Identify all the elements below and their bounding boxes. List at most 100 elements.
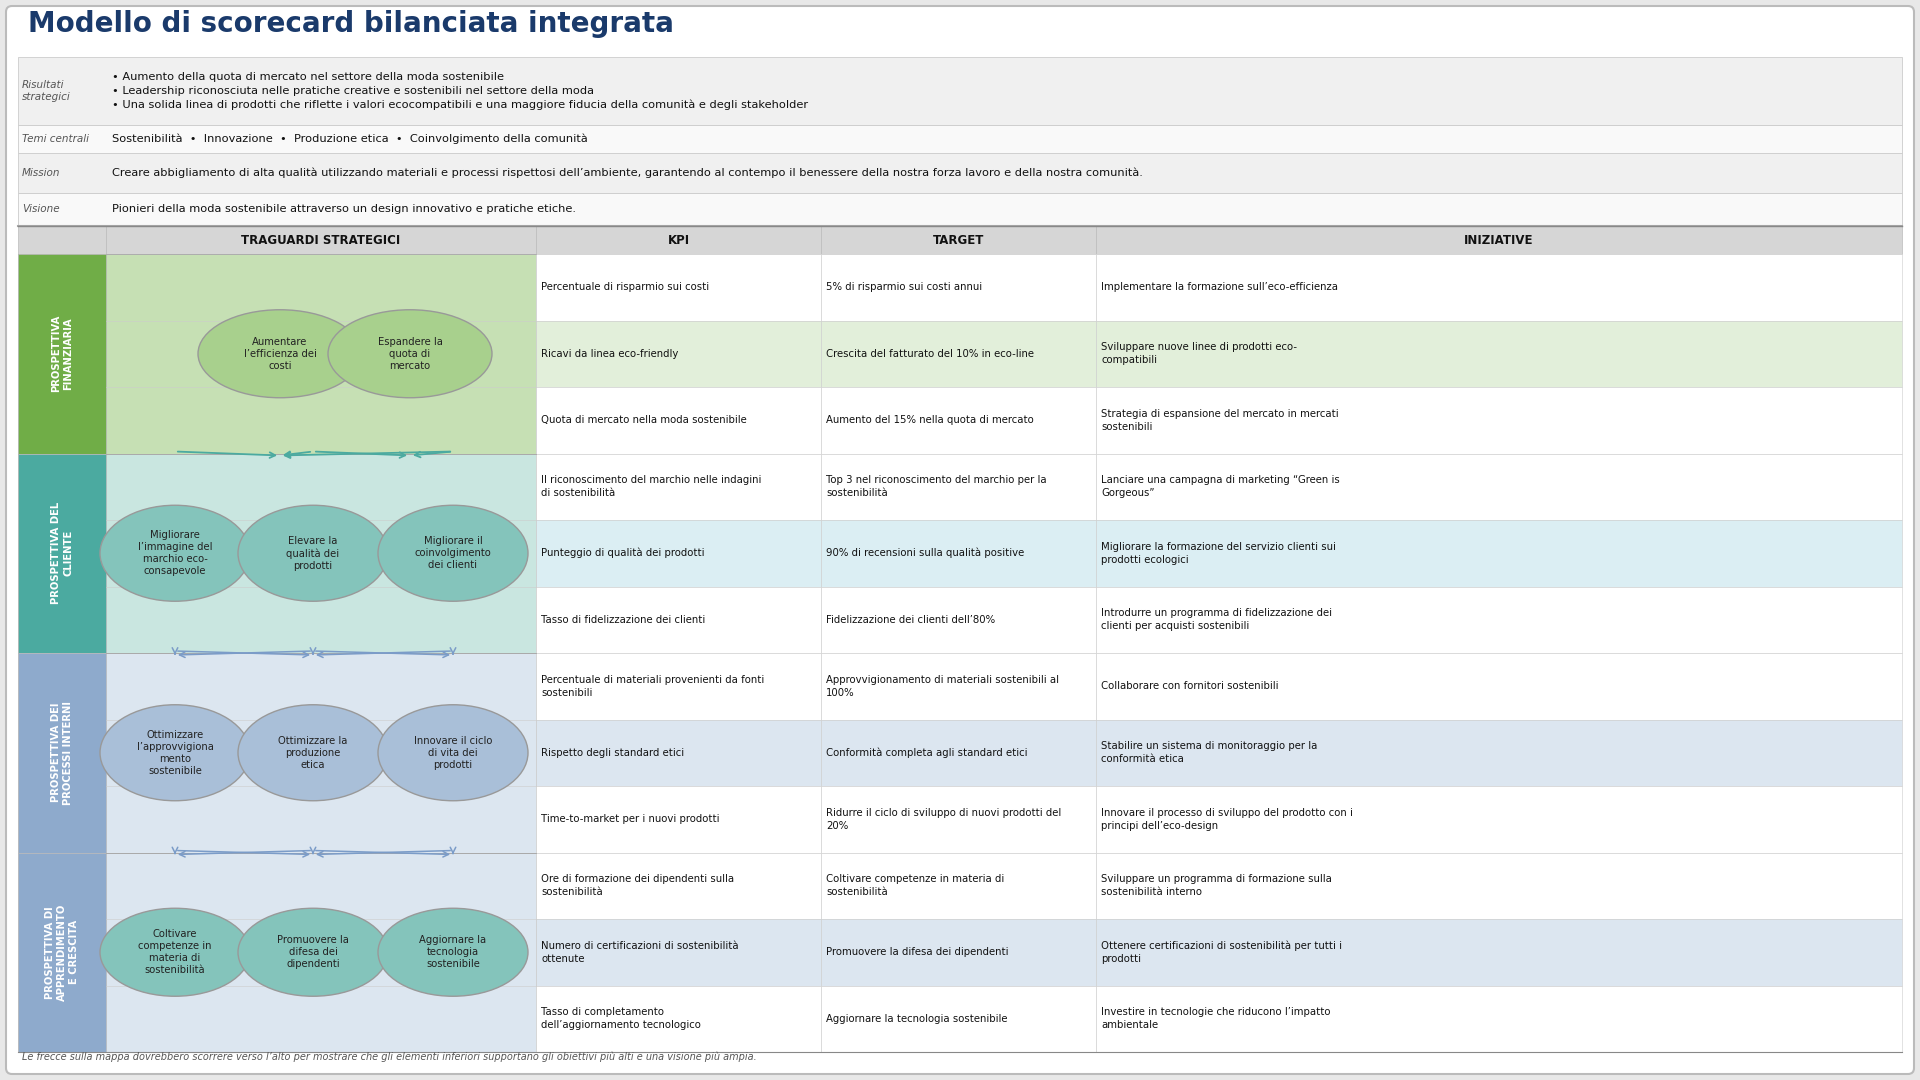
Text: Strategia di espansione del mercato in mercati
sostenibili: Strategia di espansione del mercato in m…: [1100, 409, 1338, 432]
FancyBboxPatch shape: [17, 852, 536, 1052]
Text: Conformità completa agli standard etici: Conformità completa agli standard etici: [826, 747, 1027, 758]
Text: Ricavi da linea eco-friendly: Ricavi da linea eco-friendly: [541, 349, 678, 359]
FancyBboxPatch shape: [1096, 226, 1903, 254]
Text: Migliorare il
coinvolgimento
dei clienti: Migliorare il coinvolgimento dei clienti: [415, 537, 492, 570]
FancyBboxPatch shape: [536, 321, 822, 387]
FancyBboxPatch shape: [822, 321, 1096, 387]
Text: Temi centrali: Temi centrali: [21, 134, 88, 144]
Ellipse shape: [100, 505, 250, 602]
FancyBboxPatch shape: [536, 226, 822, 254]
Text: Percentuale di materiali provenienti da fonti
sostenibili: Percentuale di materiali provenienti da …: [541, 675, 764, 698]
Text: PROSPETTIVA DEI
PROCESSI INTERNI: PROSPETTIVA DEI PROCESSI INTERNI: [50, 701, 73, 805]
Ellipse shape: [378, 705, 528, 800]
FancyBboxPatch shape: [17, 57, 1903, 125]
FancyBboxPatch shape: [536, 919, 822, 985]
FancyBboxPatch shape: [6, 6, 1914, 1074]
FancyBboxPatch shape: [1096, 719, 1903, 786]
Text: Coltivare competenze in materia di
sostenibilità: Coltivare competenze in materia di soste…: [826, 875, 1004, 897]
Text: Mission: Mission: [21, 168, 61, 178]
Text: Top 3 nel riconoscimento del marchio per la
sostenibilità: Top 3 nel riconoscimento del marchio per…: [826, 475, 1046, 498]
Text: • Aumento della quota di mercato nel settore della moda sostenibile
• Leadership: • Aumento della quota di mercato nel set…: [111, 72, 808, 109]
FancyBboxPatch shape: [1096, 321, 1903, 387]
Text: Ottimizzare la
produzione
etica: Ottimizzare la produzione etica: [278, 735, 348, 770]
Text: Risultati
strategici: Risultati strategici: [21, 80, 71, 103]
Text: Percentuale di risparmio sui costi: Percentuale di risparmio sui costi: [541, 282, 708, 293]
FancyBboxPatch shape: [106, 226, 536, 254]
FancyBboxPatch shape: [1096, 786, 1903, 852]
Text: 5% di risparmio sui costi annui: 5% di risparmio sui costi annui: [826, 282, 983, 293]
Text: TRAGUARDI STRATEGICI: TRAGUARDI STRATEGICI: [242, 233, 401, 246]
FancyBboxPatch shape: [1096, 919, 1903, 985]
Text: INIZIATIVE: INIZIATIVE: [1465, 233, 1534, 246]
Ellipse shape: [100, 908, 250, 996]
Text: Investire in tecnologie che riducono l’impatto
ambientale: Investire in tecnologie che riducono l’i…: [1100, 1008, 1331, 1030]
FancyBboxPatch shape: [536, 852, 822, 919]
Text: Modello di scorecard bilanciata integrata: Modello di scorecard bilanciata integrat…: [29, 10, 674, 38]
Text: Espandere la
quota di
mercato: Espandere la quota di mercato: [378, 337, 442, 370]
FancyBboxPatch shape: [17, 193, 1903, 226]
Text: PROSPETTIVA
FINANZIARIA: PROSPETTIVA FINANZIARIA: [50, 315, 73, 392]
Ellipse shape: [328, 310, 492, 397]
Text: Pionieri della moda sostenibile attraverso un design innovativo e pratiche etich: Pionieri della moda sostenibile attraver…: [111, 204, 576, 215]
Text: Innovare il ciclo
di vita dei
prodotti: Innovare il ciclo di vita dei prodotti: [415, 735, 492, 770]
FancyBboxPatch shape: [1096, 852, 1903, 919]
FancyBboxPatch shape: [17, 125, 1903, 153]
FancyBboxPatch shape: [822, 586, 1096, 653]
FancyBboxPatch shape: [822, 786, 1096, 852]
FancyBboxPatch shape: [822, 985, 1096, 1052]
FancyBboxPatch shape: [536, 387, 822, 454]
Text: Le frecce sulla mappa dovrebbero scorrere verso l’alto per mostrare che gli elem: Le frecce sulla mappa dovrebbero scorrer…: [21, 1052, 756, 1062]
FancyBboxPatch shape: [17, 153, 1903, 193]
Text: Punteggio di qualità dei prodotti: Punteggio di qualità dei prodotti: [541, 548, 705, 558]
FancyBboxPatch shape: [17, 653, 536, 852]
Text: Sostenibilità  •  Innovazione  •  Produzione etica  •  Coinvolgimento della comu: Sostenibilità • Innovazione • Produzione…: [111, 134, 588, 145]
Text: Ottimizzare
l’approvvigiona
mento
sostenibile: Ottimizzare l’approvvigiona mento sosten…: [136, 730, 213, 775]
Text: Time-to-market per i nuovi prodotti: Time-to-market per i nuovi prodotti: [541, 814, 720, 824]
Text: Ore di formazione dei dipendenti sulla
sostenibilità: Ore di formazione dei dipendenti sulla s…: [541, 875, 733, 897]
FancyBboxPatch shape: [17, 254, 106, 454]
Text: Creare abbigliamento di alta qualità utilizzando materiali e processi rispettosi: Creare abbigliamento di alta qualità uti…: [111, 167, 1142, 178]
Text: Innovare il processo di sviluppo del prodotto con i
principi dell’eco-design: Innovare il processo di sviluppo del pro…: [1100, 808, 1354, 831]
FancyBboxPatch shape: [1096, 519, 1903, 586]
FancyBboxPatch shape: [822, 653, 1096, 719]
FancyBboxPatch shape: [17, 254, 536, 454]
Ellipse shape: [238, 505, 388, 602]
FancyBboxPatch shape: [1096, 653, 1903, 719]
Text: Sviluppare nuove linee di prodotti eco-
compatibili: Sviluppare nuove linee di prodotti eco- …: [1100, 342, 1298, 365]
FancyBboxPatch shape: [536, 985, 822, 1052]
FancyBboxPatch shape: [822, 919, 1096, 985]
Ellipse shape: [198, 310, 363, 397]
FancyBboxPatch shape: [822, 387, 1096, 454]
FancyBboxPatch shape: [17, 454, 536, 653]
FancyBboxPatch shape: [822, 254, 1096, 321]
Text: Quota di mercato nella moda sostenibile: Quota di mercato nella moda sostenibile: [541, 415, 747, 426]
FancyBboxPatch shape: [536, 586, 822, 653]
FancyBboxPatch shape: [1096, 454, 1903, 519]
Text: Il riconoscimento del marchio nelle indagini
di sostenibilità: Il riconoscimento del marchio nelle inda…: [541, 475, 762, 498]
FancyBboxPatch shape: [17, 852, 106, 1052]
FancyBboxPatch shape: [536, 254, 822, 321]
Ellipse shape: [378, 505, 528, 602]
Text: Tasso di fidelizzazione dei clienti: Tasso di fidelizzazione dei clienti: [541, 615, 705, 624]
Text: Approvvigionamento di materiali sostenibili al
100%: Approvvigionamento di materiali sostenib…: [826, 675, 1060, 698]
FancyBboxPatch shape: [1096, 254, 1903, 321]
FancyBboxPatch shape: [822, 719, 1096, 786]
Text: Numero di certificazioni di sostenibilità
ottenute: Numero di certificazioni di sostenibilit…: [541, 941, 739, 963]
Text: Aumento del 15% nella quota di mercato: Aumento del 15% nella quota di mercato: [826, 415, 1033, 426]
Text: Promuovere la
difesa dei
dipendenti: Promuovere la difesa dei dipendenti: [276, 935, 349, 969]
Text: Coltivare
competenze in
materia di
sostenibilità: Coltivare competenze in materia di soste…: [138, 929, 211, 975]
FancyBboxPatch shape: [536, 454, 822, 519]
Text: Sviluppare un programma di formazione sulla
sostenibilità interno: Sviluppare un programma di formazione su…: [1100, 875, 1332, 897]
Ellipse shape: [100, 705, 250, 800]
Text: Tasso di completamento
dell’aggiornamento tecnologico: Tasso di completamento dell’aggiornament…: [541, 1008, 701, 1030]
Text: 90% di recensioni sulla qualità positive: 90% di recensioni sulla qualità positive: [826, 548, 1023, 558]
Text: Implementare la formazione sull’eco-efficienza: Implementare la formazione sull’eco-effi…: [1100, 282, 1338, 293]
Text: Rispetto degli standard etici: Rispetto degli standard etici: [541, 747, 684, 758]
FancyBboxPatch shape: [822, 454, 1096, 519]
FancyBboxPatch shape: [536, 653, 822, 719]
Text: Aumentare
l’efficienza dei
costi: Aumentare l’efficienza dei costi: [244, 337, 317, 370]
Text: PROSPETTIVA DEL
CLIENTE: PROSPETTIVA DEL CLIENTE: [50, 502, 73, 605]
Ellipse shape: [238, 908, 388, 996]
Text: Introdurre un programma di fidelizzazione dei
clienti per acquisti sostenibili: Introdurre un programma di fidelizzazion…: [1100, 608, 1332, 631]
Text: TARGET: TARGET: [933, 233, 985, 246]
